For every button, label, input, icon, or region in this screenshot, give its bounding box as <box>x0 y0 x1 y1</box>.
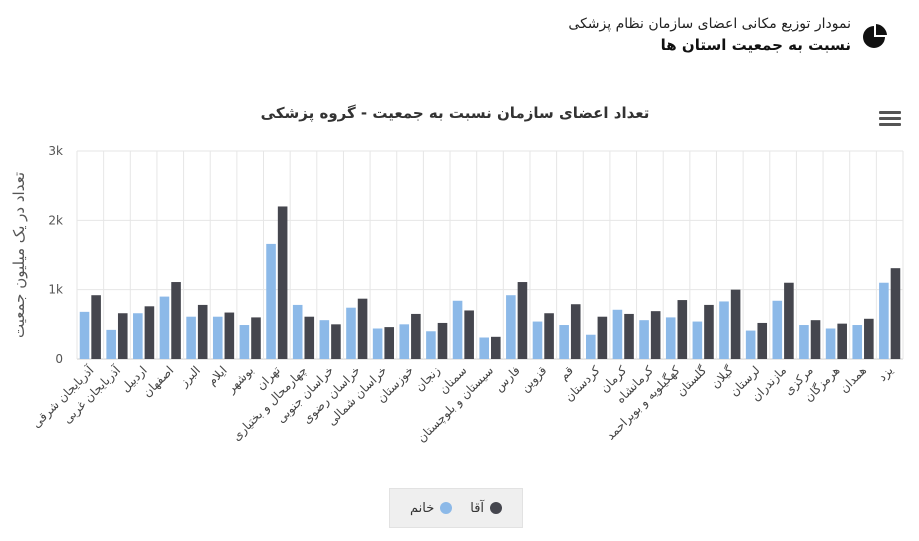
bar-male <box>277 206 288 359</box>
bar-female <box>319 320 330 359</box>
bar-male <box>757 322 768 359</box>
hamburger-icon <box>879 111 901 114</box>
page-header: نمودار توزیع مکانی اعضای سازمان نظام پزش… <box>568 14 889 56</box>
bar-female <box>159 296 170 359</box>
chart-legend: آقا خانم <box>389 488 523 528</box>
bar-female <box>426 331 436 359</box>
bar-female <box>745 330 756 359</box>
chart-title: تعداد اعضای سازمان نسبت به جمعیت - گروه … <box>261 104 650 123</box>
bar-female <box>692 321 703 359</box>
x-tick-label: یزد <box>875 363 896 384</box>
chart-menu-button[interactable] <box>879 108 901 128</box>
bar-male <box>91 295 101 359</box>
bar-male <box>650 311 661 359</box>
y-tick-label: 0 <box>55 352 63 366</box>
legend-item-male[interactable]: آقا <box>470 500 503 516</box>
bar-male <box>357 298 368 359</box>
bar-male <box>384 327 395 359</box>
bar-female <box>399 324 410 359</box>
x-tick-label: بوشهر <box>223 363 257 397</box>
bar-male <box>437 322 448 359</box>
bar-male <box>890 268 901 359</box>
bar-female <box>292 304 303 359</box>
bar-female <box>346 307 356 359</box>
bar-female <box>506 295 516 359</box>
bar-female <box>372 328 383 359</box>
header-subtitle: نسبت به جمعیت استان ها <box>660 36 851 54</box>
bar-male <box>171 282 181 359</box>
bar-female <box>879 282 889 359</box>
bar-male <box>464 310 474 359</box>
x-tick-label: همدان <box>837 363 869 395</box>
bar-male <box>784 282 794 359</box>
bar-female <box>133 313 143 359</box>
legend-item-female[interactable]: خانم <box>409 500 453 516</box>
bar-male <box>304 316 315 359</box>
bar-female <box>479 337 489 359</box>
header-title: نمودار توزیع مکانی اعضای سازمان نظام پزش… <box>568 16 851 32</box>
bar-female <box>719 301 729 359</box>
bar-female <box>585 334 596 359</box>
bar-male <box>677 300 688 359</box>
bar-female <box>212 316 223 359</box>
x-tick-label: فارس <box>492 363 524 395</box>
bar-female <box>266 243 276 359</box>
y-axis-label: تعداد در یک میلیون جمعیت <box>10 172 28 338</box>
x-tick-label: قم <box>556 363 576 383</box>
bar-female <box>532 321 543 359</box>
bar-female <box>559 325 569 359</box>
bar-female <box>106 329 116 359</box>
bar-male <box>224 312 235 359</box>
x-tick-label: اصفهان <box>140 363 176 399</box>
bar-female <box>639 320 649 359</box>
bar-male <box>864 318 874 359</box>
bar-male <box>730 289 741 359</box>
bar-female <box>186 316 196 359</box>
bar-male <box>570 304 581 359</box>
legend-marker-male <box>490 502 503 514</box>
bar-female <box>665 317 676 359</box>
pie-chart-icon <box>863 24 887 48</box>
bar-male <box>144 306 155 359</box>
bar-male <box>331 324 341 359</box>
bar-male <box>544 313 554 359</box>
bar-male <box>411 313 421 359</box>
bar-male <box>837 323 847 359</box>
bar-female <box>79 311 90 359</box>
legend-marker-female <box>440 502 453 514</box>
legend-label-male: آقا <box>470 500 485 516</box>
y-tick-label: 3k <box>48 144 63 158</box>
bar-female <box>772 300 783 359</box>
bar-male <box>810 320 821 359</box>
bar-male <box>251 317 261 359</box>
bar-female <box>452 300 463 359</box>
bar-female <box>852 325 863 359</box>
bar-female <box>239 325 250 359</box>
bar-male <box>117 313 128 359</box>
bar-male <box>597 316 608 359</box>
bar-male <box>197 304 208 359</box>
x-tick-label: گلستان <box>674 363 710 399</box>
bar-female <box>799 325 809 359</box>
x-tick-label: البرز <box>176 363 204 391</box>
x-tick-label: قزوین <box>518 363 550 395</box>
bar-male <box>704 304 714 359</box>
y-tick-label: 2k <box>48 213 63 227</box>
legend-label-female: خانم <box>409 500 435 516</box>
bar-female <box>612 309 623 359</box>
y-tick-label: 1k <box>48 283 63 297</box>
bar-male <box>491 336 501 359</box>
bar-male <box>517 282 528 359</box>
bar-female <box>825 328 836 359</box>
bar-male <box>624 313 634 359</box>
